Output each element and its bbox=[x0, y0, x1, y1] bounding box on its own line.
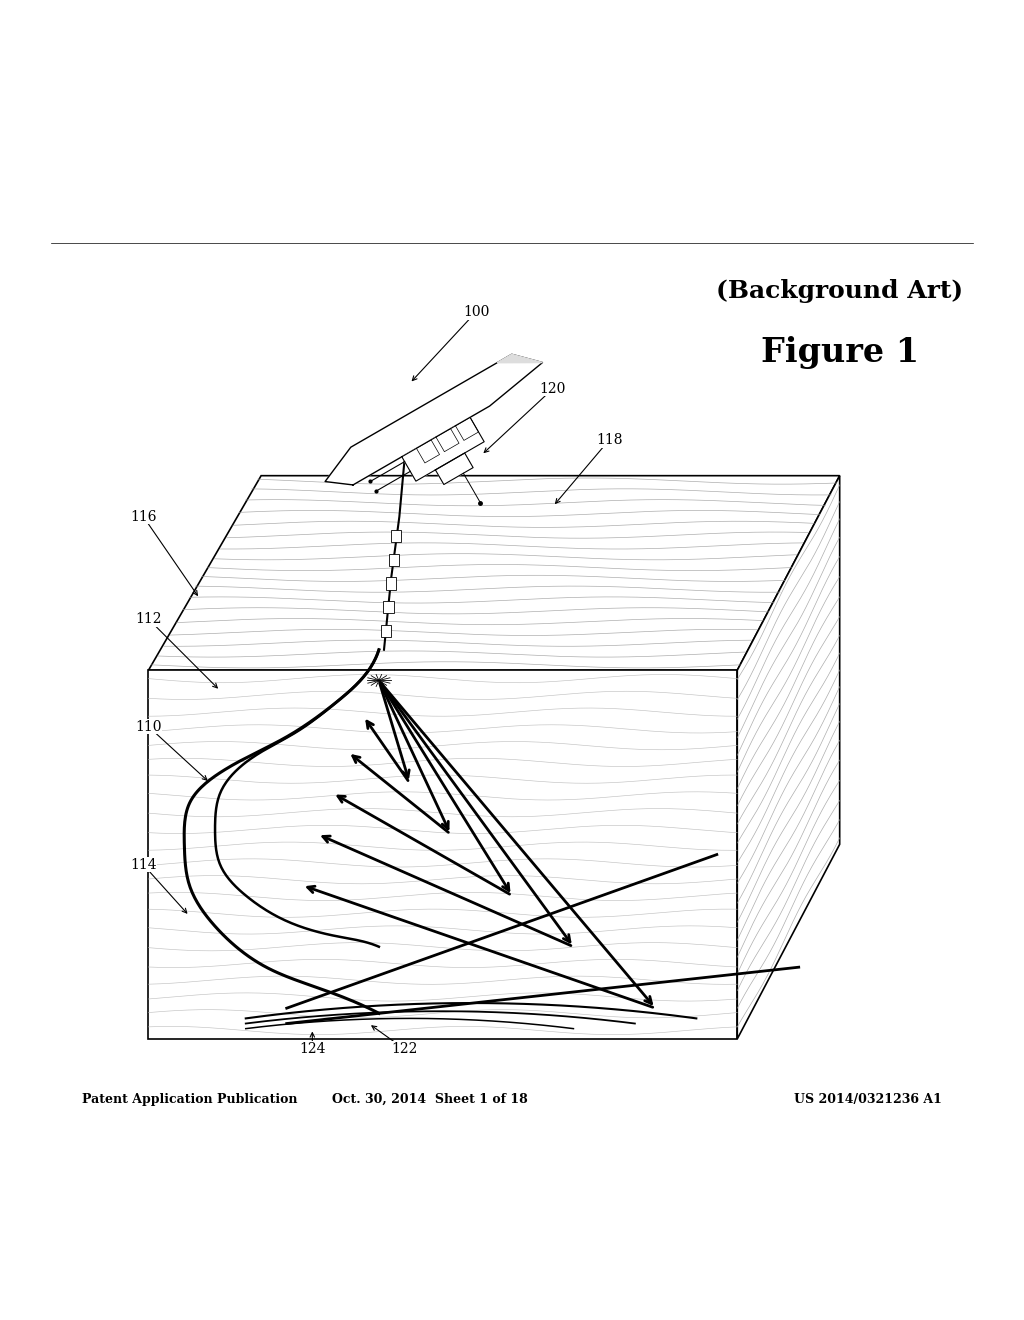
Bar bbox=[383, 601, 393, 614]
Text: 112: 112 bbox=[135, 612, 162, 626]
Polygon shape bbox=[497, 354, 543, 363]
Text: 100: 100 bbox=[463, 305, 489, 319]
Polygon shape bbox=[148, 671, 737, 1039]
Text: 114: 114 bbox=[130, 858, 157, 871]
Polygon shape bbox=[737, 475, 840, 1039]
Text: 118: 118 bbox=[596, 433, 623, 447]
Polygon shape bbox=[456, 417, 478, 441]
Text: 116: 116 bbox=[130, 510, 157, 524]
Polygon shape bbox=[435, 453, 473, 484]
Text: (Background Art): (Background Art) bbox=[716, 280, 964, 304]
Text: 122: 122 bbox=[391, 1041, 418, 1056]
Text: Patent Application Publication: Patent Application Publication bbox=[82, 1093, 297, 1106]
Bar bbox=[391, 529, 401, 543]
Bar bbox=[389, 553, 399, 566]
Polygon shape bbox=[401, 417, 484, 482]
Text: 124: 124 bbox=[299, 1041, 326, 1056]
Bar bbox=[386, 577, 396, 590]
Text: Figure 1: Figure 1 bbox=[761, 337, 919, 370]
Text: Oct. 30, 2014  Sheet 1 of 18: Oct. 30, 2014 Sheet 1 of 18 bbox=[332, 1093, 528, 1106]
Text: 110: 110 bbox=[135, 719, 162, 734]
Polygon shape bbox=[436, 429, 459, 451]
Text: 120: 120 bbox=[540, 381, 566, 396]
Bar bbox=[381, 624, 391, 638]
Text: US 2014/0321236 A1: US 2014/0321236 A1 bbox=[795, 1093, 942, 1106]
Polygon shape bbox=[325, 354, 543, 484]
Polygon shape bbox=[417, 440, 439, 463]
Polygon shape bbox=[148, 475, 840, 671]
